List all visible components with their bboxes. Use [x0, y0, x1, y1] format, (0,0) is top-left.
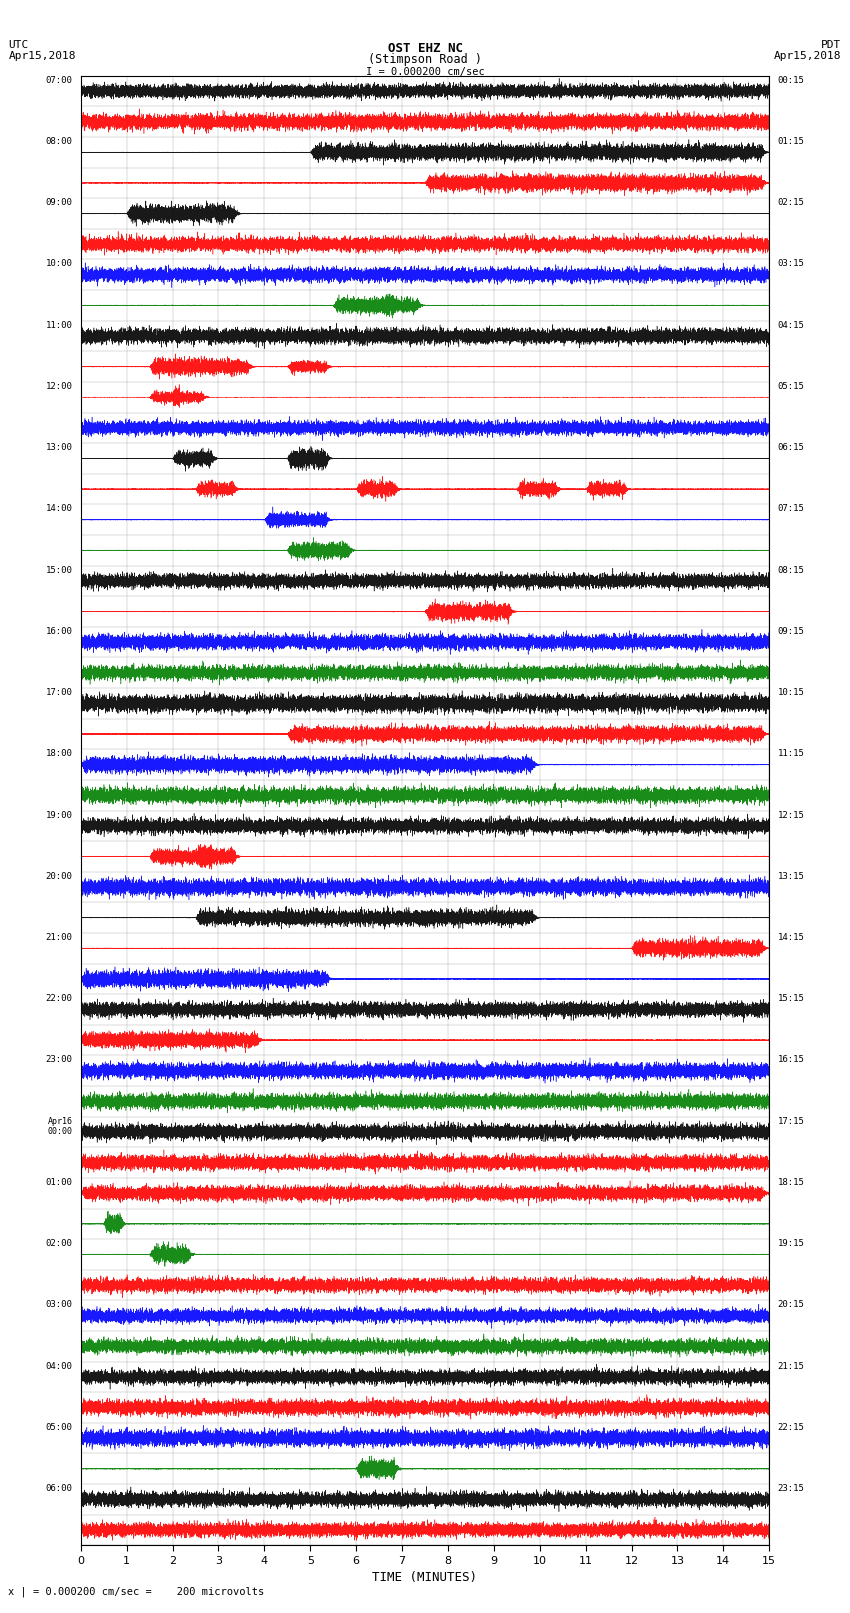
Text: 19:00: 19:00 — [46, 811, 72, 819]
Text: 18:00: 18:00 — [46, 750, 72, 758]
Text: 17:15: 17:15 — [778, 1116, 804, 1126]
Text: 12:00: 12:00 — [46, 382, 72, 390]
Text: 02:15: 02:15 — [778, 198, 804, 206]
Text: 21:00: 21:00 — [46, 932, 72, 942]
Text: 21:15: 21:15 — [778, 1361, 804, 1371]
Text: 06:15: 06:15 — [778, 444, 804, 452]
Text: 22:15: 22:15 — [778, 1423, 804, 1432]
Text: 15:00: 15:00 — [46, 566, 72, 574]
Text: 13:00: 13:00 — [46, 444, 72, 452]
Text: 10:00: 10:00 — [46, 260, 72, 268]
Text: 23:15: 23:15 — [778, 1484, 804, 1494]
Text: 08:00: 08:00 — [46, 137, 72, 147]
Text: 10:15: 10:15 — [778, 689, 804, 697]
Text: 01:00: 01:00 — [46, 1177, 72, 1187]
Text: 05:15: 05:15 — [778, 382, 804, 390]
Text: 05:00: 05:00 — [46, 1423, 72, 1432]
Text: 07:00: 07:00 — [46, 76, 72, 85]
Text: 07:15: 07:15 — [778, 505, 804, 513]
Text: OST EHZ NC: OST EHZ NC — [388, 42, 462, 55]
Text: 11:00: 11:00 — [46, 321, 72, 329]
Text: 11:15: 11:15 — [778, 750, 804, 758]
Text: 09:00: 09:00 — [46, 198, 72, 206]
X-axis label: TIME (MINUTES): TIME (MINUTES) — [372, 1571, 478, 1584]
Text: I = 0.000200 cm/sec: I = 0.000200 cm/sec — [366, 68, 484, 77]
Text: 03:00: 03:00 — [46, 1300, 72, 1310]
Text: 17:00: 17:00 — [46, 689, 72, 697]
Text: 15:15: 15:15 — [778, 994, 804, 1003]
Text: 16:00: 16:00 — [46, 627, 72, 636]
Text: 20:15: 20:15 — [778, 1300, 804, 1310]
Text: 08:15: 08:15 — [778, 566, 804, 574]
Text: 23:00: 23:00 — [46, 1055, 72, 1065]
Text: 16:15: 16:15 — [778, 1055, 804, 1065]
Text: 06:00: 06:00 — [46, 1484, 72, 1494]
Text: x | = 0.000200 cm/sec =    200 microvolts: x | = 0.000200 cm/sec = 200 microvolts — [8, 1586, 264, 1597]
Text: 02:00: 02:00 — [46, 1239, 72, 1248]
Text: 12:15: 12:15 — [778, 811, 804, 819]
Text: 04:15: 04:15 — [778, 321, 804, 329]
Text: PDT: PDT — [821, 40, 842, 50]
Text: (Stimpson Road ): (Stimpson Road ) — [368, 53, 482, 66]
Text: 01:15: 01:15 — [778, 137, 804, 147]
Text: 04:00: 04:00 — [46, 1361, 72, 1371]
Text: 14:00: 14:00 — [46, 505, 72, 513]
Text: 20:00: 20:00 — [46, 871, 72, 881]
Text: 13:15: 13:15 — [778, 871, 804, 881]
Text: 00:15: 00:15 — [778, 76, 804, 85]
Text: UTC: UTC — [8, 40, 29, 50]
Text: 09:15: 09:15 — [778, 627, 804, 636]
Text: 18:15: 18:15 — [778, 1177, 804, 1187]
Text: 14:15: 14:15 — [778, 932, 804, 942]
Text: 22:00: 22:00 — [46, 994, 72, 1003]
Text: Apr15,2018: Apr15,2018 — [8, 52, 76, 61]
Text: 19:15: 19:15 — [778, 1239, 804, 1248]
Text: Apr16
00:00: Apr16 00:00 — [48, 1116, 72, 1136]
Text: Apr15,2018: Apr15,2018 — [774, 52, 842, 61]
Text: 03:15: 03:15 — [778, 260, 804, 268]
